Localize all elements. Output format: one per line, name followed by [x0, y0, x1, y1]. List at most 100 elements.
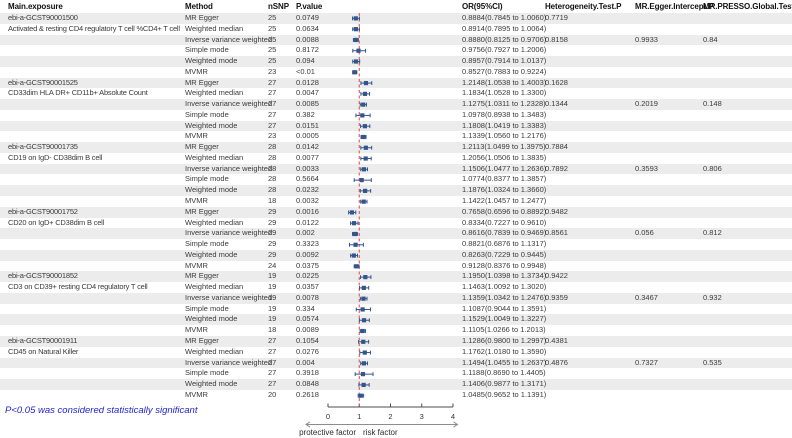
- method-label: MVMR: [185, 131, 208, 141]
- method-label: MVMR: [185, 196, 208, 206]
- or-ci-value: 1.1087(0.9044 to 1.3591): [462, 303, 547, 313]
- nsnp-value: 19: [268, 303, 277, 313]
- or-ci-value: 1.0774(0.8377 to 1.3857): [462, 174, 547, 184]
- exposure-id: ebi-a-GCST90001525: [8, 77, 78, 87]
- nsnp-value: 29: [268, 217, 277, 227]
- or-ci-value: 1.1406(0.9877 to 1.3171): [462, 379, 547, 389]
- significance-footnote: P<0.05 was considered statistically sign…: [5, 405, 198, 416]
- or-ci-value: 1.1876(1.0324 to 1.3660): [462, 185, 547, 195]
- pvalue: 0.3323: [296, 239, 319, 249]
- nsnp-value: 27: [268, 357, 277, 367]
- nsnp-value: 29: [268, 239, 277, 249]
- method-label: MR Egger: [185, 206, 219, 216]
- pvalue: 0.0005: [296, 131, 319, 141]
- table-row: Activated & resting CD4 regulatory T cel…: [0, 24, 792, 35]
- table-row: CD3 on CD39+ resting CD4 regulatory T ce…: [0, 282, 792, 293]
- arrowhead-left-icon: [305, 421, 311, 428]
- method-label: MR Egger: [185, 142, 219, 152]
- method-label: Weighted median: [185, 88, 244, 98]
- nsnp-value: 27: [268, 346, 277, 356]
- pvalue: 0.0375: [296, 260, 319, 270]
- heterogeneity-p: 0.8561: [545, 228, 568, 238]
- method-label: Simple mode: [185, 174, 229, 184]
- nsnp-value: 28: [268, 163, 277, 173]
- or-ci-value: 1.1286(0.9800 to 1.2997): [462, 335, 547, 345]
- method-label: MR Egger: [185, 77, 219, 87]
- or-ci-value: 1.1359(1.0342 to 1.2476): [462, 292, 547, 302]
- nsnp-value: 19: [268, 314, 277, 324]
- pvalue: 0.334: [296, 303, 315, 313]
- or-ci-value: 0.8263(0.7229 to 0.9445): [462, 249, 547, 259]
- method-label: Inverse variance weighted: [185, 228, 273, 238]
- pvalue: 0.0078: [296, 292, 319, 302]
- pvalue: 0.0016: [296, 206, 319, 216]
- table-row: Weighted mode 27 0.0151 1.1808(1.0419 to 1.…: [0, 120, 792, 132]
- nsnp-value: 25: [268, 56, 277, 66]
- method-label: Weighted median: [185, 346, 244, 356]
- axis-tick-label: 3: [420, 412, 424, 421]
- pvalue: 0.0634: [296, 23, 319, 33]
- table-row: Weighted mode 25 0.094 0.8957(0.7914 to 1.0…: [0, 56, 792, 67]
- exposure-name: Activated & resting CD4 regulatory T cel…: [8, 23, 180, 33]
- protective-factor-label: protective factor: [299, 428, 356, 437]
- table-row: Inverse variance weighted 28 0.0033 1.1506(…: [0, 163, 792, 175]
- nsnp-value: 19: [268, 271, 277, 281]
- method-label: Weighted mode: [185, 379, 238, 389]
- or-ci-value: 0.8527(0.7883 to 0.9224): [462, 66, 547, 76]
- table-row: Simple mode 29 0.3323 0.8821(0.6876 to 1.13…: [0, 239, 792, 250]
- method-label: Simple mode: [185, 368, 229, 378]
- pvalue: 0.0122: [296, 217, 319, 227]
- header-main-exposure: Main.exposure: [8, 2, 63, 11]
- exposure-id: ebi-a-GCST90001500: [8, 13, 78, 22]
- method-label: MVMR: [185, 389, 208, 399]
- pvalue: 0.0232: [296, 185, 319, 195]
- egger-intercept-p: 0.7327: [635, 357, 658, 367]
- or-ci-value: 0.8957(0.7914 to 1.0137): [462, 56, 547, 66]
- table-row: MVMR 24 0.0375 0.9128(0.8376 to 0.9948): [0, 261, 792, 272]
- table-row: ebi-a-GCST90001852 MR Egger 19 0.0225 1.1950…: [0, 271, 792, 283]
- nsnp-value: 19: [268, 282, 277, 292]
- pvalue: 0.094: [296, 56, 315, 66]
- table-row: CD19 on IgD- CD38dim B cell Weighted medi…: [0, 153, 792, 164]
- table-row: Weighted mode 19 0.0574 1.1529(1.0049 to 1.…: [0, 314, 792, 326]
- pvalue: <0.01: [296, 66, 315, 76]
- table-row: Inverse variance weighted 19 0.0078 1.1359(…: [0, 292, 792, 304]
- method-label: Simple mode: [185, 109, 229, 119]
- header-egger-intercept: MR.Egger.Intercept.P: [635, 2, 714, 11]
- nsnp-value: 29: [268, 249, 277, 259]
- nsnp-value: 27: [268, 88, 277, 98]
- or-ci-value: 1.1808(1.0419 to 1.3383): [462, 120, 547, 130]
- nsnp-value: 27: [268, 120, 277, 130]
- method-label: Inverse variance weighted: [185, 34, 273, 44]
- table-body: ebi-a-GCST90001500 MR Egger 25 0.0749 0.8884…: [0, 13, 792, 401]
- pvalue: 0.0085: [296, 99, 319, 109]
- or-ci-value: 1.1506(1.0477 to 1.2636): [462, 163, 547, 173]
- exposure-name: CD20 on IgD+ CD38dim B cell: [8, 217, 105, 227]
- table-header-row: Main.exposure Method nSNP P.value OR(95%…: [0, 0, 792, 13]
- nsnp-value: 27: [268, 379, 277, 389]
- exposure-id: ebi-a-GCST90001752: [8, 206, 78, 216]
- nsnp-value: 27: [268, 99, 277, 109]
- table-row: CD45 on Natural Killer Weighted median 27 0…: [0, 347, 792, 358]
- pvalue: 0.3918: [296, 368, 319, 378]
- nsnp-value: 25: [268, 45, 277, 55]
- nsnp-value: 19: [268, 292, 277, 302]
- pvalue: 0.0357: [296, 282, 319, 292]
- pvalue: 0.0848: [296, 379, 319, 389]
- method-label: Weighted median: [185, 217, 244, 227]
- method-label: MVMR: [185, 260, 208, 270]
- table-row: Simple mode 27 0.3918 1.1188(0.8690 to 1.44…: [0, 368, 792, 379]
- method-label: MVMR: [185, 66, 208, 76]
- pvalue: 0.004: [296, 357, 315, 367]
- or-ci-value: 1.1188(0.8690 to 1.4405): [462, 368, 546, 378]
- or-ci-value: 1.1339(1.0560 to 1.2176): [462, 131, 547, 141]
- method-label: Weighted mode: [185, 120, 238, 130]
- nsnp-value: 28: [268, 142, 277, 152]
- header-or-ci: OR(95%CI): [462, 2, 503, 11]
- nsnp-value: 28: [268, 174, 277, 184]
- pvalue: 0.5664: [296, 174, 319, 184]
- heterogeneity-p: 0.9422: [545, 271, 568, 281]
- nsnp-value: 18: [268, 196, 277, 206]
- egger-intercept-p: 0.3593: [635, 163, 658, 173]
- header-pvalue: P.value: [296, 2, 323, 11]
